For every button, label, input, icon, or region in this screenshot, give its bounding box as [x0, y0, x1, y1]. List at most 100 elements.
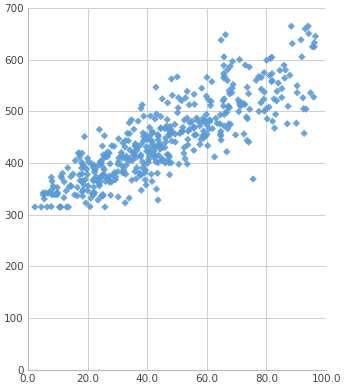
- Point: [306, 31, 312, 37]
- Point: [52, 192, 57, 198]
- Point: [131, 126, 137, 132]
- Point: [186, 128, 191, 134]
- Point: [166, 160, 171, 166]
- Point: [97, 126, 102, 133]
- Point: [102, 204, 108, 210]
- Point: [277, 67, 283, 73]
- Point: [191, 91, 197, 97]
- Point: [224, 109, 229, 116]
- Point: [152, 116, 158, 122]
- Point: [70, 171, 76, 177]
- Point: [155, 132, 160, 138]
- Point: [49, 174, 54, 180]
- Point: [210, 125, 215, 132]
- Point: [268, 55, 273, 62]
- Point: [91, 163, 97, 169]
- Point: [228, 121, 233, 128]
- Point: [223, 109, 229, 115]
- Point: [168, 126, 174, 132]
- Point: [256, 108, 262, 114]
- Point: [97, 183, 102, 189]
- Point: [151, 148, 157, 154]
- Point: [77, 177, 83, 184]
- Point: [162, 144, 168, 151]
- Point: [124, 162, 129, 168]
- Point: [273, 111, 278, 118]
- Point: [243, 62, 248, 68]
- Point: [226, 121, 231, 127]
- Point: [91, 178, 96, 184]
- Point: [175, 74, 180, 80]
- Point: [218, 137, 224, 143]
- Point: [43, 190, 48, 196]
- Point: [121, 167, 126, 173]
- Point: [226, 88, 232, 94]
- Point: [181, 150, 187, 156]
- Point: [294, 120, 299, 126]
- Point: [32, 204, 38, 210]
- Point: [221, 96, 227, 102]
- Point: [244, 137, 250, 144]
- Point: [208, 102, 213, 109]
- Point: [123, 137, 128, 144]
- Point: [140, 165, 145, 171]
- Point: [86, 183, 91, 189]
- Point: [154, 111, 159, 117]
- Point: [247, 64, 252, 70]
- Point: [101, 166, 107, 173]
- Point: [108, 192, 114, 198]
- Point: [303, 26, 308, 32]
- Point: [227, 63, 233, 69]
- Point: [99, 172, 105, 178]
- Point: [132, 143, 138, 149]
- Point: [110, 172, 115, 178]
- Point: [124, 153, 129, 159]
- Point: [264, 116, 270, 122]
- Point: [269, 78, 274, 85]
- Point: [312, 40, 317, 46]
- Point: [221, 54, 227, 60]
- Point: [50, 183, 56, 189]
- Point: [150, 130, 155, 136]
- Point: [198, 136, 204, 142]
- Point: [55, 184, 60, 191]
- Point: [167, 128, 173, 135]
- Point: [204, 111, 209, 118]
- Point: [244, 84, 250, 90]
- Point: [61, 195, 67, 201]
- Point: [133, 140, 138, 147]
- Point: [119, 149, 124, 156]
- Point: [225, 104, 231, 110]
- Point: [312, 44, 317, 50]
- Point: [236, 109, 241, 115]
- Point: [138, 154, 143, 160]
- Point: [139, 102, 145, 108]
- Point: [147, 125, 152, 131]
- Point: [169, 129, 175, 135]
- Point: [139, 140, 145, 147]
- Point: [151, 154, 157, 161]
- Point: [124, 156, 129, 163]
- Point: [154, 186, 159, 192]
- Point: [131, 151, 136, 157]
- Point: [149, 171, 154, 177]
- Point: [227, 105, 232, 111]
- Point: [264, 57, 269, 63]
- Point: [49, 187, 55, 193]
- Point: [129, 158, 135, 164]
- Point: [168, 159, 174, 166]
- Point: [138, 187, 144, 193]
- Point: [262, 89, 267, 95]
- Point: [169, 138, 175, 144]
- Point: [77, 172, 82, 178]
- Point: [192, 101, 197, 107]
- Point: [176, 161, 181, 167]
- Point: [57, 204, 62, 210]
- Point: [77, 151, 82, 157]
- Point: [69, 183, 74, 189]
- Point: [105, 149, 110, 155]
- Point: [302, 130, 307, 137]
- Point: [105, 154, 110, 160]
- Point: [61, 179, 67, 185]
- Point: [221, 73, 227, 80]
